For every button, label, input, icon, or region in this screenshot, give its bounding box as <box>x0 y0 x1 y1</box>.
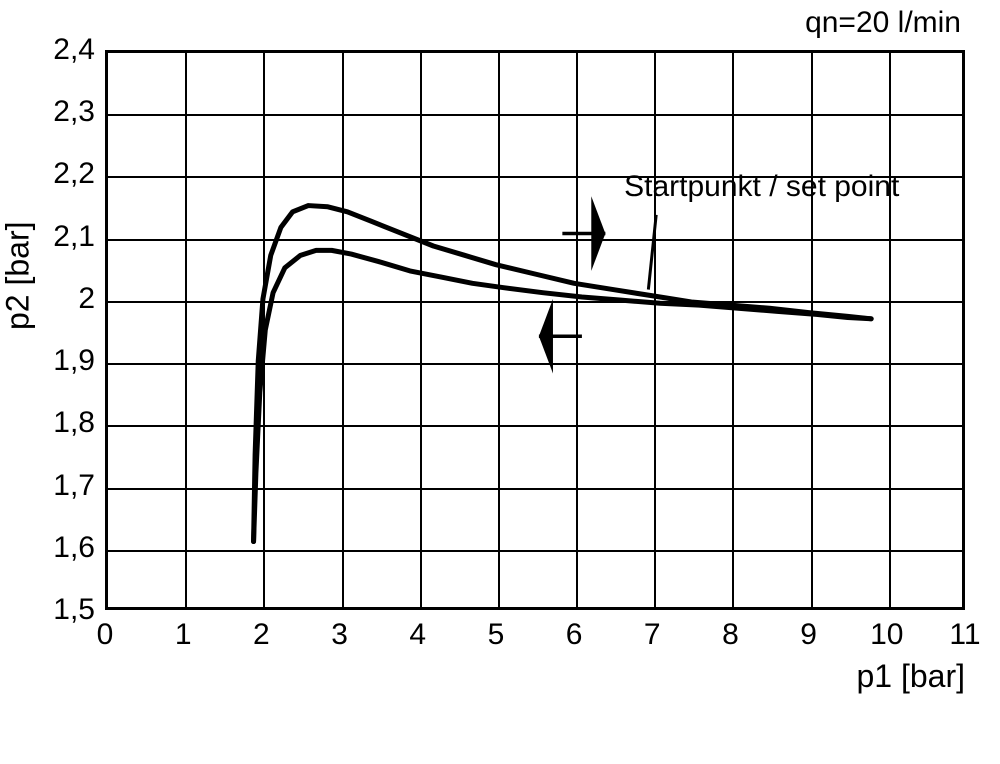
y-tick-label: 2 <box>78 282 95 316</box>
series-upper <box>254 206 872 542</box>
x-tick-label: 9 <box>800 618 817 652</box>
series-lower <box>254 250 872 541</box>
y-tick-label: 2,4 <box>53 33 95 67</box>
x-tick-label: 11 <box>949 618 980 652</box>
x-tick-label: 7 <box>644 618 661 652</box>
x-tick-label: 8 <box>722 618 739 652</box>
y-tick-label: 1,6 <box>53 531 95 565</box>
y-tick-label: 1,8 <box>53 406 95 440</box>
x-tick-label: 3 <box>331 618 348 652</box>
x-tick-label: 4 <box>409 618 426 652</box>
y-tick-label: 2,2 <box>53 157 95 191</box>
set-point-leader <box>648 215 656 290</box>
y-tick-label: 1,7 <box>53 469 95 503</box>
x-tick-label: 6 <box>566 618 583 652</box>
x-tick-label: 1 <box>175 618 192 652</box>
y-tick-label: 1,5 <box>53 593 95 627</box>
x-tick-label: 2 <box>253 618 270 652</box>
x-tick-label: 0 <box>97 618 114 652</box>
direction-arrow-head <box>539 299 553 374</box>
direction-arrow-head <box>591 196 605 271</box>
pressure-chart: p2 [bar] p1 [bar] qn=20 l/min Startpunkt… <box>0 0 1000 764</box>
x-tick-label: 10 <box>870 618 903 652</box>
y-tick-label: 2,3 <box>53 95 95 129</box>
x-tick-label: 5 <box>488 618 505 652</box>
y-tick-label: 1,9 <box>53 344 95 378</box>
y-tick-label: 2,1 <box>53 220 95 254</box>
